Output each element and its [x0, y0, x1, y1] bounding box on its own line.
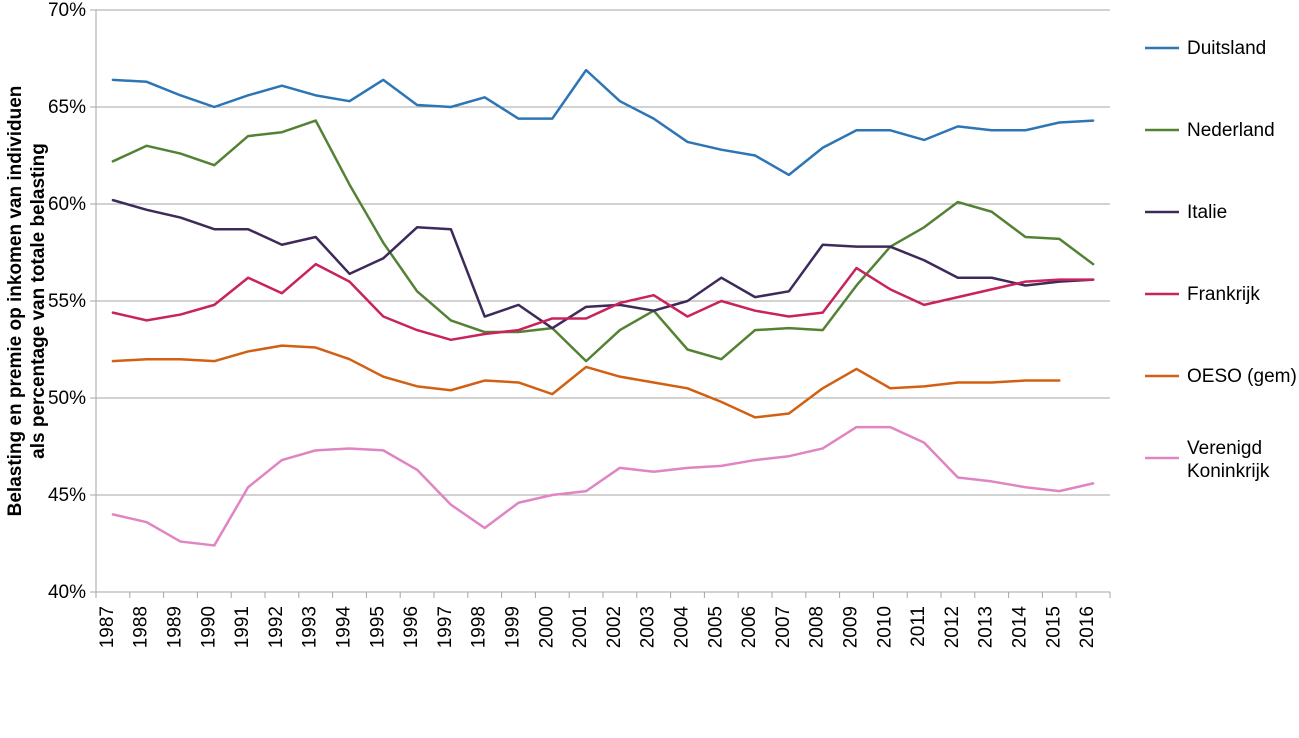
x-tick-label: 1998 [469, 606, 490, 648]
x-tick-label: 1997 [435, 606, 456, 648]
x-tick-label: 2003 [638, 606, 659, 648]
y-axis-label: Belasting en premie op inkomen van indiv… [5, 86, 49, 517]
x-tick-label: 1994 [334, 606, 355, 649]
x-tick-label: 2007 [773, 606, 794, 648]
x-tick-label: 1991 [232, 606, 253, 648]
y-tick-label: 65% [48, 97, 86, 118]
y-tick-label: 70% [48, 0, 86, 21]
legend-label: Frankrijk [1187, 284, 1260, 305]
x-tick-label: 1996 [401, 606, 422, 648]
x-tick-label: 2010 [874, 606, 895, 648]
legend-label: VerenigdKoninkrijk [1187, 438, 1270, 482]
x-tick-label: 1990 [198, 606, 219, 648]
x-tick-label: 2000 [536, 606, 557, 648]
tax-share-line-chart: 40% 45% 50% 55% 60% 65% 70% 1987 1988 1989 1990 199… [0, 0, 1299, 738]
x-tick-label: 2002 [604, 606, 625, 648]
x-tick-label: 1995 [367, 606, 388, 648]
x-tick-label: 1988 [131, 606, 152, 648]
y-tick-label: 55% [48, 291, 86, 312]
x-tick-label: 2008 [807, 606, 828, 648]
x-tick-label: 2004 [672, 606, 693, 649]
legend-label: Duitsland [1187, 38, 1266, 59]
x-tick-label: 1987 [97, 606, 118, 648]
x-tick-label: 2011 [908, 606, 929, 647]
y-tick-label: 50% [48, 388, 86, 409]
y-tick-label: 60% [48, 194, 86, 215]
legend-label: OESO (gem) [1187, 366, 1297, 387]
y-tick-label: 40% [48, 582, 86, 603]
x-tick-label: 2009 [841, 606, 862, 648]
x-tick-label: 2015 [1043, 606, 1064, 648]
chart-svg: 40% 45% 50% 55% 60% 65% 70% 1987 1988 1989 1990 199… [0, 0, 1299, 738]
x-tick-label: 2014 [1010, 606, 1031, 649]
x-tick-label: 2005 [705, 606, 726, 648]
x-tick-label: 1999 [503, 606, 524, 648]
x-tick-label: 1992 [266, 606, 287, 648]
x-tick-label: 2001 [570, 606, 591, 648]
x-tick-label: 2006 [739, 606, 760, 648]
legend-label: Italie [1187, 202, 1227, 223]
x-tick-label: 2013 [976, 606, 997, 648]
x-tick-label: 1989 [165, 606, 186, 648]
x-tick-label: 1993 [300, 606, 321, 648]
legend-label: Nederland [1187, 120, 1275, 141]
y-tick-label: 45% [48, 485, 86, 506]
x-tick-label: 2016 [1077, 606, 1098, 648]
x-tick-label: 2012 [942, 606, 963, 648]
